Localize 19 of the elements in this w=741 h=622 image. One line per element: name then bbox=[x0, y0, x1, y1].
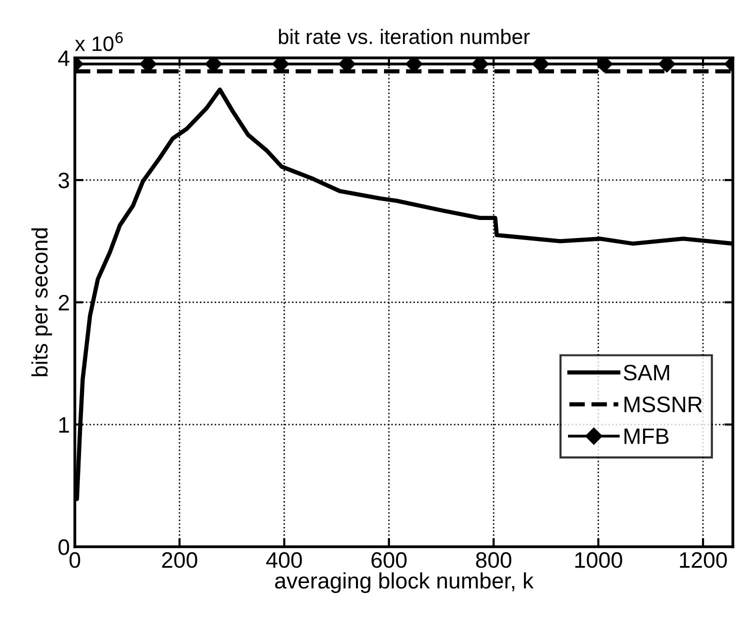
y-tick-label: 4 bbox=[58, 50, 70, 66]
y-tick-label: 1 bbox=[59, 417, 69, 433]
y-axis-title: bits per second bbox=[31, 228, 52, 376]
x-tick-label: 1200 bbox=[680, 552, 727, 568]
y-tick-label: 3 bbox=[58, 172, 70, 188]
x-tick-label: 200 bbox=[162, 552, 198, 568]
x-tick-label: 1000 bbox=[575, 552, 622, 568]
x-tick-label: 600 bbox=[372, 552, 407, 568]
y-tick-label: 0 bbox=[58, 539, 70, 556]
x-tick-label: 0 bbox=[70, 552, 80, 568]
legend-label: MSSNR bbox=[624, 396, 702, 412]
legend-label: MFB bbox=[624, 428, 668, 444]
x-tick-label: 400 bbox=[266, 552, 302, 568]
chart-title: bit rate vs. iteration number bbox=[278, 28, 530, 44]
x-tick-label: 800 bbox=[476, 552, 512, 568]
text: x 10$^{6}$ bbox=[75, 32, 123, 52]
x-axis-title: averaging block number, k bbox=[275, 572, 534, 594]
legend-label: SAM bbox=[624, 364, 670, 380]
y-tick-label: 2 bbox=[58, 294, 69, 310]
